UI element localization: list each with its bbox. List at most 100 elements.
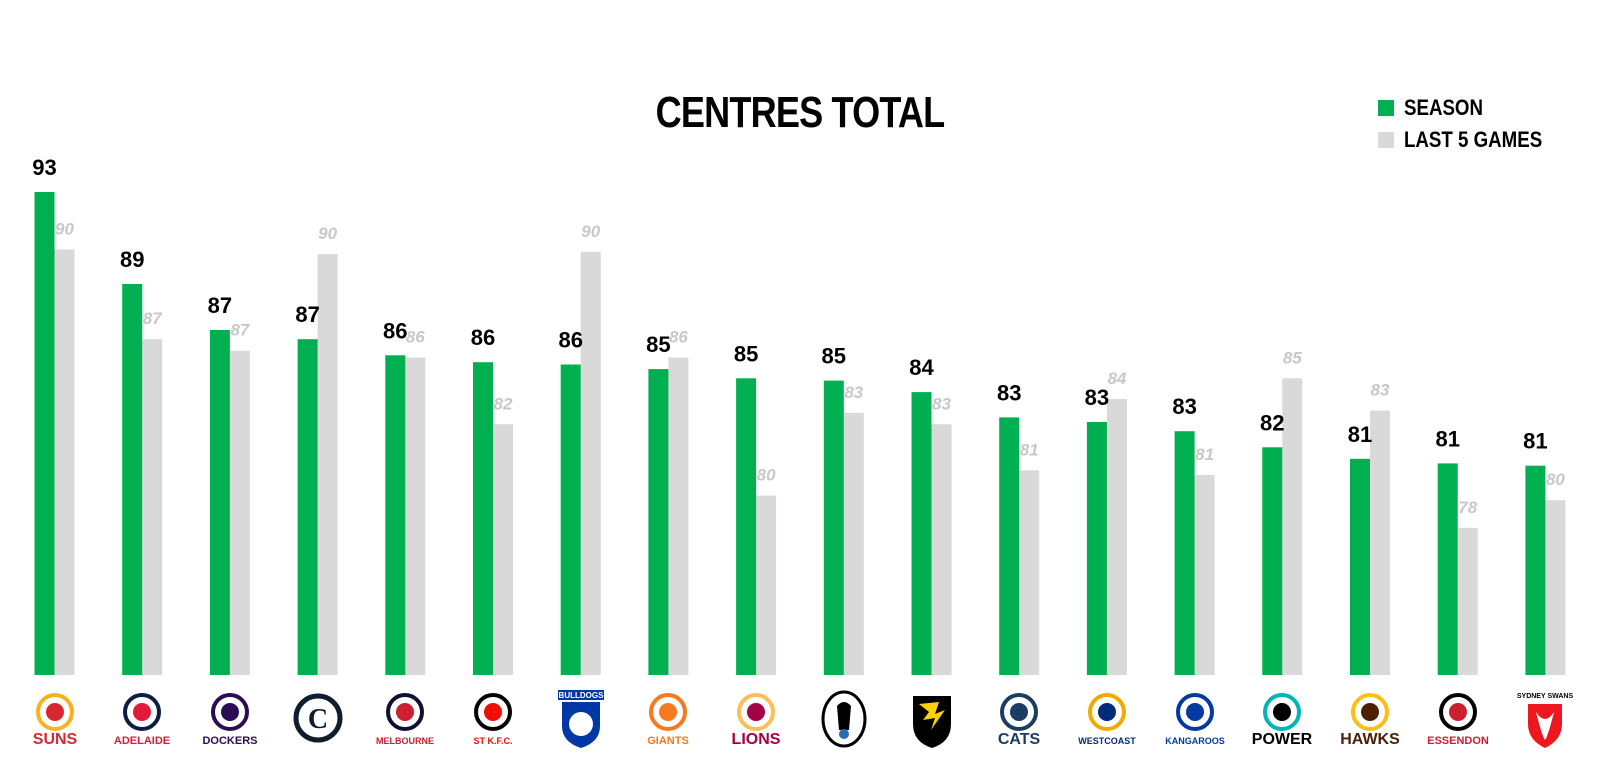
bar-season-0: [34, 192, 55, 675]
data-label-season-14: 82: [1260, 410, 1284, 435]
bar-last5-3: [317, 254, 338, 675]
data-label-season-11: 83: [997, 380, 1021, 405]
chart-legend: SEASON LAST 5 GAMES: [1378, 92, 1567, 156]
bar-season-16: [1437, 463, 1458, 675]
bar-last5-9: [843, 412, 864, 675]
team-logo-15: HAWKS: [1339, 690, 1401, 750]
team-logo-4: MELBOURNE: [374, 690, 436, 750]
team-logo-2: DOCKERS: [199, 690, 261, 750]
team-logo-text-13: KANGAROOS: [1165, 736, 1225, 746]
bar-season-10: [911, 392, 932, 675]
team-logo-10: [901, 690, 963, 750]
team-logo-text-8: LIONS: [732, 731, 781, 748]
data-label-last5-0: 90: [55, 220, 74, 239]
bar-season-17: [1525, 465, 1546, 675]
bar-season-4: [385, 355, 406, 675]
team-logo-13: KANGAROOS: [1164, 690, 1226, 750]
bar-last5-4: [405, 357, 426, 675]
bar-last5-12: [1106, 399, 1127, 675]
team-logo-text-16: ESSENDON: [1427, 735, 1489, 747]
team-logo-text-7: GIANTS: [648, 735, 690, 747]
team-logo-text-2: DOCKERS: [202, 735, 257, 747]
team-logo-9: [813, 690, 875, 750]
team-logo-text-17: SYDNEY SWANS: [1517, 693, 1574, 700]
team-logo-text-4: MELBOURNE: [376, 736, 434, 746]
data-label-last5-8: 80: [757, 466, 776, 485]
bar-last5-14: [1282, 378, 1303, 675]
bar-last5-7: [668, 357, 689, 675]
bar-last5-15: [1370, 410, 1390, 675]
data-label-season-13: 83: [1172, 394, 1196, 419]
data-label-season-16: 81: [1435, 426, 1459, 451]
bar-season-12: [1086, 422, 1107, 675]
team-logo-8: LIONS: [725, 690, 787, 750]
team-logo-text-12: WESTCOAST: [1078, 736, 1136, 746]
team-logo-text-6: BULLDOGS: [558, 691, 604, 700]
bar-season-2: [209, 330, 230, 675]
bar-last5-2: [229, 350, 250, 675]
bar-last5-8: [756, 495, 777, 675]
data-label-season-9: 85: [822, 344, 846, 369]
data-label-last5-3: 90: [318, 224, 337, 243]
data-label-season-6: 86: [558, 328, 582, 353]
data-label-last5-9: 83: [844, 383, 863, 402]
data-label-season-3: 87: [295, 302, 319, 327]
bar-season-11: [999, 417, 1020, 675]
data-label-season-1: 89: [120, 247, 144, 272]
data-label-season-2: 87: [208, 293, 232, 318]
team-logo-text-5: ST K.F.C.: [473, 736, 512, 746]
bar-last5-5: [493, 424, 513, 675]
legend-item-season: SEASON: [1378, 92, 1567, 124]
data-label-last5-15: 83: [1371, 381, 1390, 400]
team-logo-16: ESSENDON: [1427, 690, 1489, 750]
team-logo-3: C: [287, 690, 349, 750]
bar-last5-13: [1194, 474, 1215, 675]
legend-swatch-season: [1378, 100, 1394, 116]
bar-last5-0: [54, 249, 75, 675]
data-label-last5-2: 87: [230, 321, 250, 340]
data-label-last5-1: 87: [143, 309, 163, 328]
data-label-season-4: 86: [383, 318, 407, 343]
team-logo-12: WESTCOAST: [1076, 690, 1138, 750]
bar-season-8: [736, 378, 757, 675]
bar-season-6: [560, 364, 581, 675]
team-logo-text-15: HAWKS: [1340, 731, 1400, 748]
bar-last5-6: [580, 251, 601, 676]
bar-last5-11: [1019, 470, 1040, 675]
bar-season-13: [1174, 431, 1195, 675]
data-label-season-15: 81: [1348, 422, 1372, 447]
team-logo-0: SUNS: [24, 690, 86, 750]
team-logo-11: CATS: [988, 690, 1050, 750]
team-logo-14: POWER: [1251, 690, 1313, 750]
team-logo-1: ADELAIDE: [111, 690, 173, 750]
data-label-last5-13: 81: [1195, 445, 1214, 464]
data-label-last5-11: 81: [1020, 440, 1039, 459]
data-label-season-7: 85: [646, 332, 670, 357]
bar-last5-16: [1457, 527, 1478, 675]
bar-last5-17: [1545, 500, 1566, 675]
bar-last5-10: [931, 424, 952, 675]
data-label-last5-4: 86: [406, 328, 425, 347]
data-label-last5-6: 90: [581, 222, 600, 241]
bar-season-14: [1262, 447, 1283, 675]
data-label-last5-10: 83: [932, 394, 951, 413]
bar-season-5: [473, 362, 493, 675]
data-label-last5-17: 80: [1546, 470, 1565, 489]
team-logo-text-1: ADELAIDE: [114, 735, 170, 747]
team-logo-17: SYDNEY SWANS: [1514, 690, 1576, 750]
bar-season-15: [1350, 458, 1370, 675]
bar-last5-1: [142, 339, 163, 675]
team-logo-6: BULLDOGS: [550, 690, 612, 750]
data-label-season-5: 86: [471, 325, 495, 350]
data-label-last5-12: 84: [1107, 369, 1126, 388]
data-label-season-0: 93: [32, 155, 56, 180]
data-label-last5-7: 86: [669, 328, 688, 347]
legend-label-last5: LAST 5 GAMES: [1404, 127, 1543, 152]
team-logo-7: GIANTS: [637, 690, 699, 750]
bar-season-7: [648, 369, 669, 675]
legend-label-season: SEASON: [1404, 95, 1483, 120]
bar-season-3: [297, 339, 318, 675]
data-label-season-17: 81: [1523, 429, 1547, 454]
data-label-last5-14: 85: [1283, 348, 1302, 367]
